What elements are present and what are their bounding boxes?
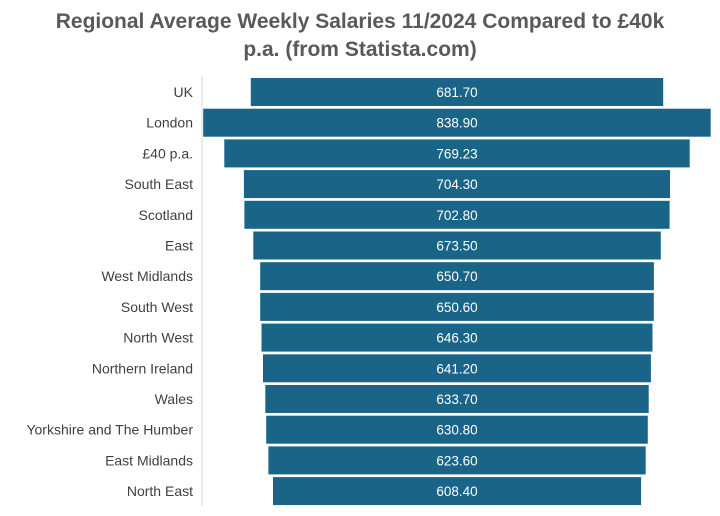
category-label: North East	[127, 483, 193, 499]
bar	[261, 323, 653, 352]
bar-value-label: 650.70	[436, 269, 477, 284]
bar-value-label: 769.23	[436, 146, 477, 161]
bar	[243, 170, 670, 199]
bar-value-label: 633.70	[436, 392, 477, 407]
bar	[260, 262, 654, 291]
bar	[224, 139, 690, 168]
bar	[265, 385, 649, 413]
category-label: East Midlands	[105, 452, 193, 468]
bar	[250, 78, 664, 106]
bar-value-label: 838.90	[436, 116, 477, 131]
bar-value-label: 641.20	[436, 361, 477, 376]
bar-value-label: 702.80	[436, 208, 477, 223]
category-label: UK	[174, 84, 194, 100]
bar-value-label: 681.70	[436, 85, 477, 100]
category-label: Yorkshire and The Humber	[26, 422, 193, 438]
bar-value-label: 608.40	[436, 484, 477, 499]
bar	[253, 231, 661, 260]
bars-group: 681.70 UK 838.90 London 769.23 £40 p.a. 704.30…	[26, 78, 711, 506]
category-label: £40 p.a.	[142, 145, 193, 161]
bar	[273, 477, 642, 506]
bar	[203, 108, 711, 137]
bar-value-label: 646.30	[436, 331, 477, 346]
bar-value-label: 630.80	[436, 423, 477, 438]
category-label: North West	[123, 330, 193, 346]
bar	[260, 292, 654, 321]
category-label: South East	[125, 176, 194, 192]
bar	[266, 415, 648, 444]
chart-title: Regional Average Weekly Salaries 11/2024…	[55, 10, 665, 61]
category-label: Wales	[155, 391, 193, 407]
bar	[268, 446, 646, 475]
bar-value-label: 650.60	[436, 300, 477, 315]
category-label: Scotland	[139, 207, 193, 223]
bar-value-label: 673.50	[436, 239, 477, 254]
bar-value-label: 704.30	[436, 177, 477, 192]
category-label: London	[146, 115, 193, 131]
category-label: Northern Ireland	[92, 360, 193, 376]
bar-value-label: 623.60	[436, 453, 477, 468]
category-label: South West	[121, 299, 193, 315]
category-label: East	[165, 238, 193, 254]
bar	[263, 354, 651, 383]
category-label: West Midlands	[101, 268, 193, 284]
bar	[244, 200, 670, 229]
